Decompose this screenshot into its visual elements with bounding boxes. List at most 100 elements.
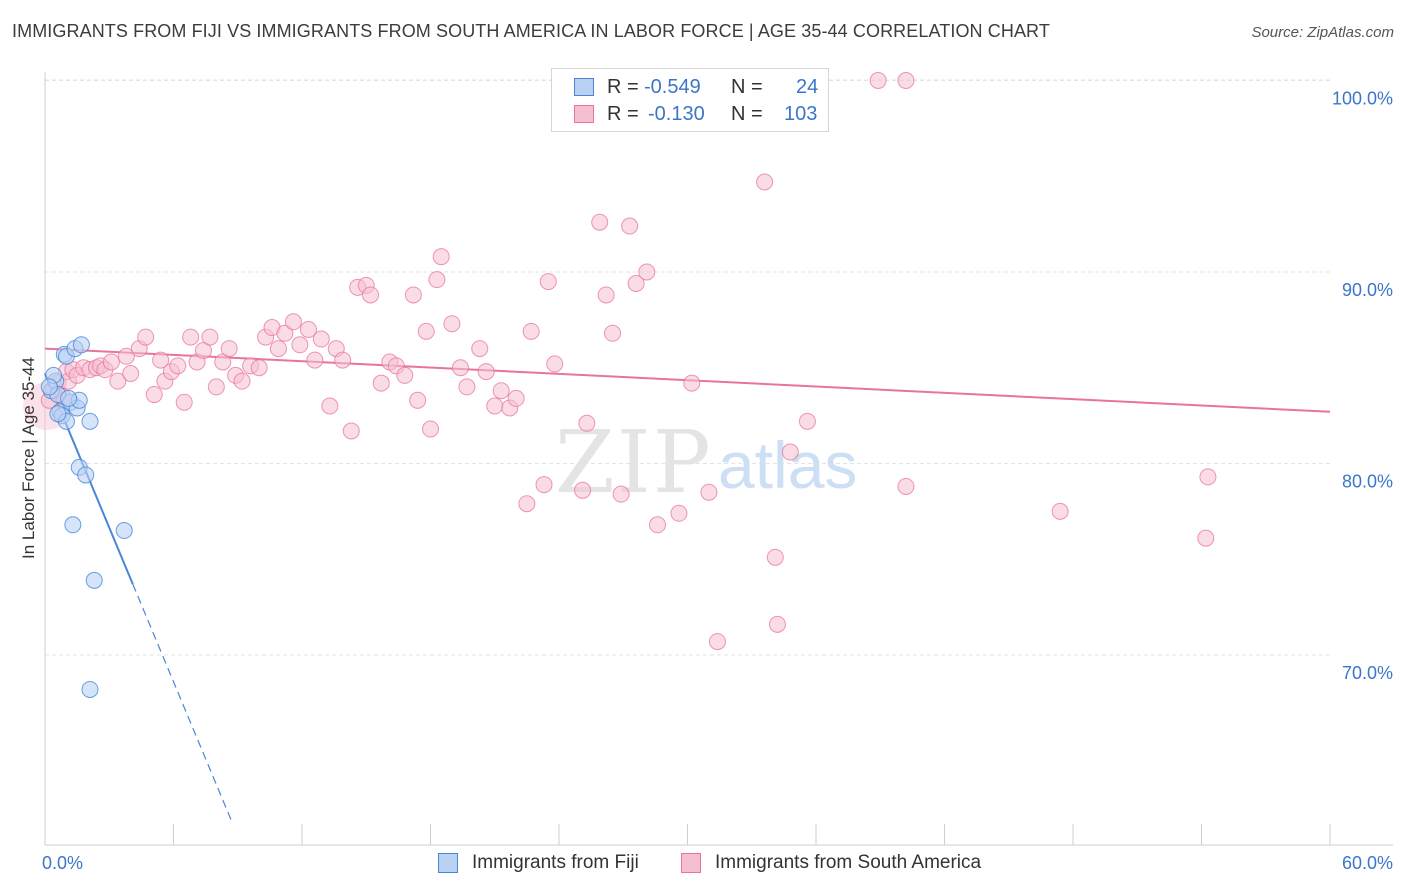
axes — [44, 72, 1393, 846]
south-america-point — [201, 328, 219, 346]
south-america-point — [451, 359, 469, 377]
south-america-point — [122, 364, 140, 382]
south-america-point — [492, 382, 510, 400]
south-america-point — [342, 422, 360, 440]
south-america-point — [471, 340, 489, 358]
south-america-point — [486, 397, 504, 415]
south-america-point — [291, 336, 309, 354]
south-america-point — [284, 313, 302, 331]
south-america-point — [334, 351, 352, 369]
south-america-point — [539, 273, 557, 291]
south-america-point — [522, 322, 540, 340]
y-tick-label: 80.0% — [1342, 472, 1393, 492]
y-tick-label: 90.0% — [1342, 280, 1393, 300]
south-america-point — [638, 263, 656, 281]
r-label: R = — [607, 76, 639, 98]
south-america-point — [299, 320, 317, 338]
n-label: N = — [731, 103, 763, 125]
south-america-point — [306, 351, 324, 369]
south-america-point — [756, 173, 774, 191]
south-america-n-value: 103 — [784, 103, 818, 125]
south-america-point — [182, 328, 200, 346]
south-america-point — [683, 374, 701, 392]
x-tick-label: 0.0% — [42, 853, 83, 873]
fiji-point — [81, 412, 99, 430]
south-america-point — [102, 353, 120, 371]
south-america-point — [869, 72, 887, 89]
south-america-point — [422, 420, 439, 438]
y-axis-label: In Labor Force | Age 35-44 — [19, 357, 38, 559]
south-america-point — [518, 495, 536, 513]
south-america-point — [621, 217, 639, 235]
south-america-point — [766, 548, 784, 566]
south-america-point — [574, 481, 592, 499]
n-label: N = — [731, 76, 763, 98]
chart-title: IMMIGRANTS FROM FIJI VS IMMIGRANTS FROM … — [12, 21, 1050, 41]
south-america-point — [708, 633, 726, 651]
south-america-legend-swatch — [681, 853, 701, 873]
fiji-trendline — [44, 373, 232, 821]
y-tick-label: 70.0% — [1342, 663, 1393, 683]
south-america-point — [507, 389, 525, 407]
south-america-point — [546, 355, 564, 373]
fiji-points — [40, 336, 133, 698]
south-america-point — [458, 378, 476, 396]
fiji-r-value: -0.549 — [644, 76, 701, 98]
south-america-point — [578, 414, 596, 432]
fiji-swatch — [574, 78, 594, 96]
south-america-point — [233, 372, 251, 390]
fiji-legend-label: Immigrants from Fiji — [472, 852, 639, 873]
south-america-point — [1197, 529, 1215, 547]
south-america-point — [396, 366, 414, 384]
source-credit: Source: ZipAtlas.com — [1251, 24, 1394, 41]
south-america-point — [321, 397, 339, 415]
fiji-point — [77, 466, 95, 484]
watermark: ZIP atlas — [555, 413, 857, 513]
south-america-point — [409, 391, 427, 409]
fiji-point — [40, 378, 58, 396]
fiji-point — [49, 405, 67, 423]
south-america-point — [152, 351, 170, 369]
south-america-point — [477, 363, 495, 381]
south-america-point — [897, 477, 915, 495]
south-america-point — [670, 504, 688, 522]
south-america-point — [220, 340, 238, 358]
south-america-point — [781, 443, 799, 461]
fiji-point — [60, 389, 78, 407]
south-america-point — [372, 374, 390, 392]
south-america-point — [117, 347, 135, 365]
fiji-point — [72, 336, 90, 354]
south-america-point — [417, 322, 435, 340]
south-america-point — [428, 271, 446, 289]
south-america-points — [23, 72, 1217, 651]
south-america-point — [443, 315, 461, 333]
south-america-point — [627, 274, 645, 292]
fiji-n-value: 24 — [796, 76, 819, 98]
r-label: R = — [607, 103, 639, 125]
fiji-point — [85, 571, 103, 589]
south-america-point — [649, 516, 667, 534]
y-tick-label: 100.0% — [1332, 89, 1393, 109]
south-america-point — [535, 476, 553, 494]
watermark-atlas: atlas — [718, 428, 857, 502]
y-tick-labels: 70.0% 80.0% 90.0% 100.0% — [1332, 89, 1393, 684]
south-america-point — [175, 393, 193, 411]
south-america-point — [109, 372, 127, 390]
south-america-legend-label: Immigrants from South America — [715, 852, 982, 873]
fiji-trendline-dashed — [132, 583, 232, 821]
south-america-point — [700, 483, 718, 501]
south-america-point — [798, 412, 816, 430]
south-america-point — [612, 485, 630, 503]
south-america-point — [591, 213, 609, 231]
south-america-point — [137, 328, 155, 346]
south-america-point — [432, 248, 450, 266]
south-america-point — [276, 324, 294, 342]
fiji-legend-swatch — [438, 853, 458, 873]
fiji-point — [81, 680, 99, 698]
south-america-point — [362, 286, 380, 304]
watermark-zip: ZIP — [555, 413, 713, 513]
south-america-point — [269, 340, 287, 358]
south-america-swatch — [574, 105, 594, 123]
correlation-legend: R = -0.549 N = 24 R = -0.130 N = 103 — [551, 68, 829, 132]
